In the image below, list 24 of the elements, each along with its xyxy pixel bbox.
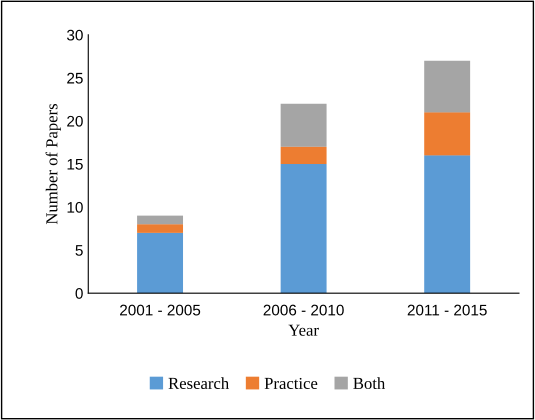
bar: [424, 112, 470, 156]
y-tick-label: 20: [67, 116, 83, 127]
y-tick-label: 5: [76, 245, 83, 256]
y-tick-label: 0: [76, 288, 83, 299]
x-axis-title: Year: [288, 324, 319, 336]
legend-label: Both: [353, 377, 386, 390]
bar: [137, 224, 184, 233]
bar: [280, 146, 327, 164]
bar: [137, 232, 184, 294]
legend-label: Practice: [264, 378, 318, 390]
bar: [424, 60, 470, 112]
bar: [137, 216, 184, 224]
bar: [424, 155, 470, 294]
legend-label: Research: [168, 377, 229, 390]
bar: [280, 104, 327, 147]
x-tick-label: 2006 - 2010: [264, 304, 344, 316]
x-tick-label: 2011 - 2015: [408, 304, 487, 316]
x-tick-label: 2001 - 2005: [120, 304, 200, 316]
y-tick-label: 25: [67, 72, 83, 84]
bar: [280, 164, 327, 294]
y-tick-label: 30: [67, 30, 83, 41]
y-tick-label: 15: [68, 159, 83, 170]
y-tick-label: 10: [68, 202, 83, 213]
y-axis-title: Number of Papers: [46, 104, 61, 224]
